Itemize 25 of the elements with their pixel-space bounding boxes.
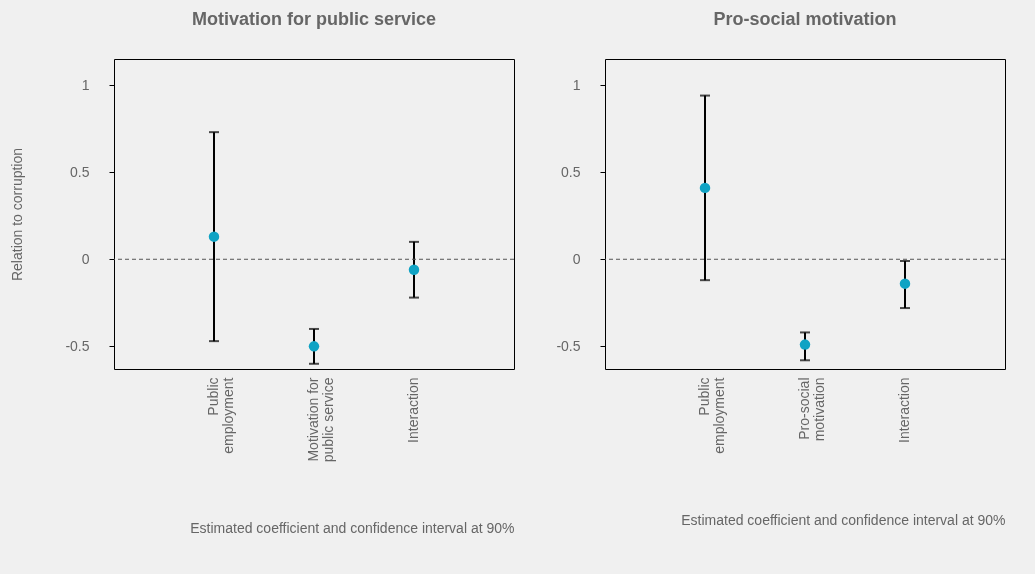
point: [408, 264, 420, 275]
text: Estimated coefficient and confidence interval at 90%: [681, 511, 1006, 528]
point: [699, 182, 711, 194]
y-axis-title: Relation to corruption: [9, 147, 26, 282]
point: [208, 231, 220, 242]
y-tick-label: 0.5: [561, 163, 581, 180]
y-tick-label: 1: [81, 76, 90, 93]
y-tick-label: 0: [81, 250, 90, 267]
y-tick-label: -0.5: [65, 337, 90, 354]
x-tick-label: Pro-social motivation: [796, 377, 827, 442]
point: [308, 341, 320, 352]
y-tick-label: -0.5: [556, 337, 581, 354]
point: [899, 278, 911, 289]
y-tick-label: 1: [572, 76, 581, 93]
chart-title: Pro-social motivation: [713, 9, 897, 29]
x-tick-label: Public employment: [205, 377, 236, 454]
y-tick-label: 0: [572, 250, 581, 267]
text: Estimated coefficient and confidence interval at 90%: [190, 520, 515, 537]
y-tick-label: 0.5: [70, 163, 90, 180]
x-tick-label: Interaction: [896, 377, 912, 443]
x-tick-label: Interaction: [405, 377, 421, 443]
x-tick-label: Public employment: [696, 377, 727, 454]
chart-title: Motivation for public service: [191, 9, 437, 29]
x-tick-label: Motivation for public service: [305, 377, 336, 463]
point: [799, 339, 811, 350]
